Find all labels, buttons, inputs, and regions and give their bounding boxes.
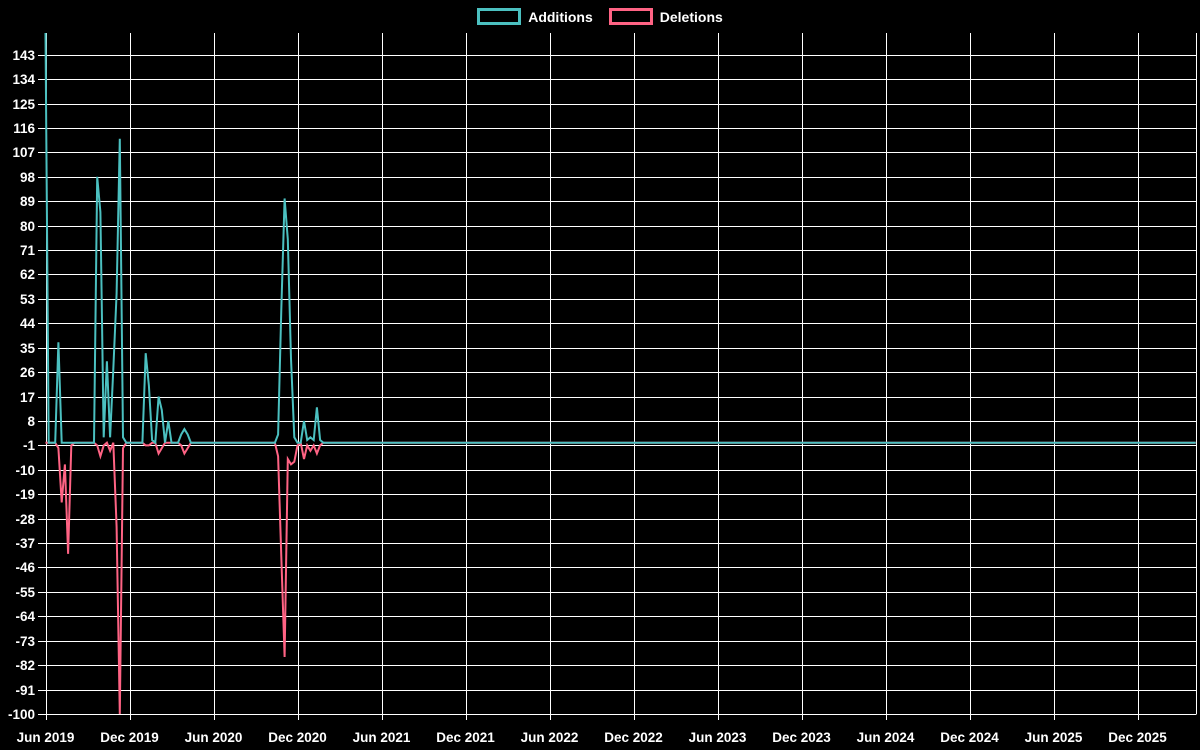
x-tick-label: Jun 2021 xyxy=(353,730,411,745)
x-tick-label: Dec 2024 xyxy=(940,730,999,745)
chart-legend: Additions Deletions xyxy=(0,8,1200,25)
y-tick-label: -100 xyxy=(8,707,35,722)
additions-line xyxy=(44,33,1196,445)
y-tick-label: 98 xyxy=(20,170,36,185)
x-tick-label: Jun 2019 xyxy=(17,730,75,745)
x-tick-label: Dec 2025 xyxy=(1108,730,1167,745)
grid-and-axes xyxy=(38,33,1197,720)
y-tick-label: -19 xyxy=(15,487,35,502)
y-tick-label: 71 xyxy=(20,243,36,258)
additions-legend-label: Additions xyxy=(528,8,593,25)
x-tick-label: Jun 2025 xyxy=(1025,730,1083,745)
y-tick-label: -37 xyxy=(15,536,35,551)
y-tick-label: -1 xyxy=(23,438,35,453)
y-tick-label: 80 xyxy=(20,219,35,234)
deletions-legend-label: Deletions xyxy=(659,8,723,25)
y-tick-label: 125 xyxy=(12,97,35,112)
y-tick-label: 107 xyxy=(12,145,35,160)
deletions-line xyxy=(45,440,1196,714)
legend-item-additions[interactable]: Additions xyxy=(477,8,593,25)
y-tick-label: -91 xyxy=(15,683,35,698)
additions-legend-swatch xyxy=(477,8,522,25)
y-tick-label: 89 xyxy=(20,194,35,209)
x-tick-label: Jun 2020 xyxy=(185,730,243,745)
x-tick-label: Jun 2022 xyxy=(521,730,579,745)
y-tick-label: -55 xyxy=(15,585,35,600)
x-tick-label: Dec 2020 xyxy=(268,730,327,745)
y-tick-label: -28 xyxy=(15,512,35,527)
y-tick-label: 17 xyxy=(20,390,35,405)
y-axis-labels: 143 134 125 116 107 98 89 80 71 62 53 44 35 26 17 8 -1 -1… xyxy=(8,48,36,722)
y-tick-label: 134 xyxy=(12,72,35,87)
y-tick-label: 8 xyxy=(27,414,35,429)
y-tick-label: -46 xyxy=(15,560,35,575)
y-tick-label: 44 xyxy=(20,316,36,331)
x-tick-label: Dec 2023 xyxy=(772,730,831,745)
y-tick-label: 143 xyxy=(12,48,35,63)
y-tick-label: 35 xyxy=(20,341,36,356)
y-tick-label: 116 xyxy=(13,121,35,136)
y-tick-label: -10 xyxy=(15,463,35,478)
x-tick-label: Jun 2023 xyxy=(689,730,747,745)
deletions-legend-swatch xyxy=(608,8,653,25)
x-tick-label: Jun 2024 xyxy=(857,730,915,745)
y-tick-label: -64 xyxy=(15,609,35,624)
y-tick-label: 62 xyxy=(20,267,35,282)
x-tick-label: Dec 2019 xyxy=(100,730,159,745)
y-tick-label: 26 xyxy=(20,365,36,380)
y-tick-label: -82 xyxy=(15,658,35,673)
x-axis-labels: Jun 2019 Dec 2019 Jun 2020 Dec 2020 Jun 2021… xyxy=(17,730,1168,745)
x-tick-label: Dec 2022 xyxy=(604,730,663,745)
x-tick-label: Dec 2021 xyxy=(436,730,495,745)
legend-item-deletions[interactable]: Deletions xyxy=(608,8,723,25)
y-tick-label: -73 xyxy=(15,634,35,649)
y-tick-label: 53 xyxy=(20,292,36,307)
